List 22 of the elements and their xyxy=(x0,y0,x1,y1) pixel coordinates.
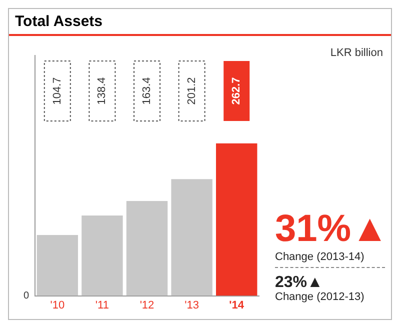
data-label: 163.4 xyxy=(141,77,154,105)
data-label: 201.2 xyxy=(186,77,198,105)
x-tick-label: '13 xyxy=(184,299,199,312)
text: Change (2013-14) xyxy=(275,250,385,268)
bar xyxy=(171,179,212,296)
x-tick-label: '12 xyxy=(140,299,154,312)
text: 31%▲ xyxy=(275,208,389,251)
data-label: 104.7 xyxy=(51,77,64,105)
data-label: 138.4 xyxy=(96,77,108,105)
x-tick-label: '10 xyxy=(50,299,65,312)
bar xyxy=(82,216,123,296)
x-tick-label: '14 xyxy=(229,299,245,312)
text: LKR billion xyxy=(330,47,383,59)
text: 0 xyxy=(23,290,30,302)
chart-title: Total Assets xyxy=(9,9,391,36)
bar xyxy=(216,143,258,296)
x-tick-label: '11 xyxy=(95,299,109,312)
text: 23%▲ xyxy=(275,274,324,292)
bar xyxy=(36,235,78,296)
data-label: 262.7 xyxy=(230,77,243,105)
bar xyxy=(126,201,168,296)
text: Change (2012-13) xyxy=(275,291,366,306)
